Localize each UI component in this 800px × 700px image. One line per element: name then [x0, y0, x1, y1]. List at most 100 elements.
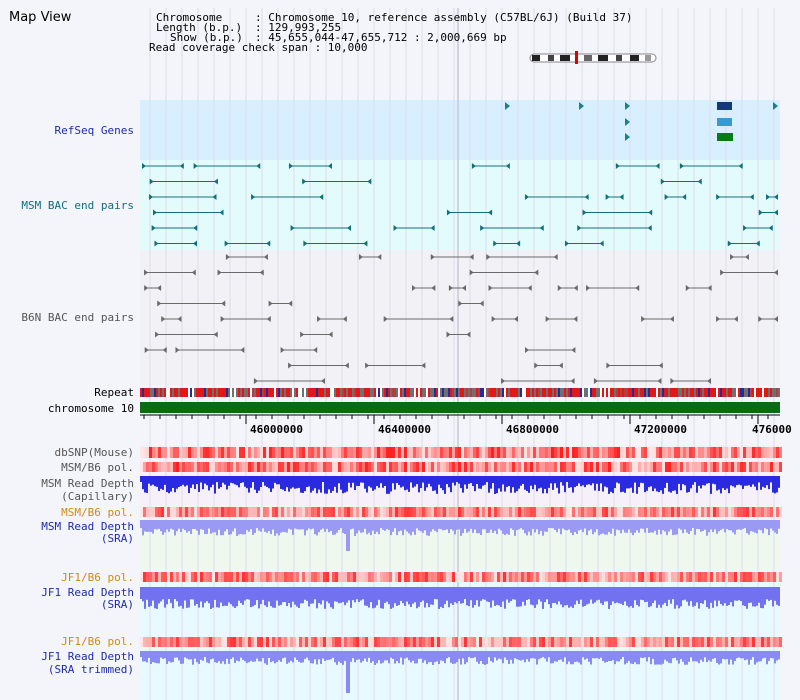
repeat-track[interactable] [140, 388, 780, 397]
repeat-segment [774, 388, 776, 397]
depth-bar [596, 520, 598, 530]
depth-bar [580, 520, 582, 530]
depth-bar [658, 587, 660, 605]
depth-bar [516, 587, 518, 607]
snp-cell [374, 507, 377, 517]
chromosome-label[interactable]: chromosome 10 [47, 402, 134, 415]
bac-end [430, 225, 435, 231]
bac-end [319, 194, 324, 200]
depth-bar [180, 587, 182, 606]
repeat-segment [256, 388, 258, 397]
depth-bar [776, 520, 778, 534]
msm-bac-track[interactable] [142, 163, 778, 247]
depth-bar [550, 520, 552, 529]
depth-bar [722, 520, 724, 529]
snp-cell [692, 572, 695, 582]
depth-bar [764, 587, 766, 605]
repeat-segment [664, 388, 666, 397]
snp-cell [197, 637, 200, 647]
depth-bar [448, 587, 450, 608]
snp-tracks[interactable] [140, 447, 782, 647]
depth-bar [352, 476, 354, 483]
repeat-segment [150, 388, 152, 397]
bac-end [266, 316, 271, 322]
depth-bar [546, 476, 548, 494]
snp-cell [482, 447, 485, 458]
jf1-b6-pol-label[interactable]: JF1/B6 pol. [61, 571, 134, 584]
depth-bar [374, 651, 376, 665]
depth-bar [628, 587, 630, 608]
depth-bar [586, 651, 588, 659]
snp-cell [725, 637, 728, 647]
snp-cell [329, 447, 332, 458]
snp-cell [602, 447, 605, 458]
snp-cell [338, 637, 341, 647]
snp-cell [443, 637, 446, 647]
msm-b6-pol-label[interactable]: MSM/B6 pol. [61, 461, 134, 474]
chromosome-ideogram[interactable] [529, 51, 657, 64]
depth-bar [202, 651, 204, 661]
jf1-b6-pol-label-2[interactable]: JF1/B6 pol. [61, 635, 134, 648]
refseq-genes-track[interactable] [505, 102, 778, 141]
depth-bar [724, 587, 726, 604]
depth-bar [666, 587, 668, 607]
depth-bar [404, 476, 406, 491]
b6n-bac-label[interactable]: B6N BAC end pairs [21, 311, 134, 324]
dbsnp-label[interactable]: dbSNP(Mouse) [54, 446, 134, 459]
repeat-segment [602, 388, 604, 397]
depth-tracks[interactable] [140, 476, 780, 693]
bac-end [505, 163, 510, 169]
depth-bar [706, 651, 708, 663]
depth-bar [144, 651, 146, 662]
snp-cell [374, 447, 377, 458]
snp-cell [404, 572, 407, 582]
snp-cell [761, 462, 764, 472]
depth-bar [286, 476, 288, 488]
depth-bar [760, 476, 762, 490]
msm-depth-sra-label[interactable]: MSM Read Depth [41, 520, 134, 533]
depth-bar [600, 651, 602, 658]
snp-cell [362, 462, 365, 472]
snp-cell [458, 572, 461, 582]
snp-cell [686, 447, 689, 458]
snp-cell [326, 572, 329, 582]
repeat-segment [140, 388, 142, 397]
msm-depth-capillary-label[interactable]: MSM Read Depth [41, 477, 134, 490]
snp-cell [548, 507, 551, 517]
depth-bar [426, 651, 428, 665]
snp-cell [614, 447, 617, 458]
depth-bar [610, 520, 612, 534]
depth-bar [142, 587, 144, 602]
depth-bar [338, 587, 340, 604]
snp-cell [428, 507, 431, 517]
depth-bar [680, 651, 682, 660]
snp-cell [590, 462, 593, 472]
msm-bac-label[interactable]: MSM BAC end pairs [21, 199, 134, 212]
snp-cell [485, 507, 488, 517]
depth-bar [268, 520, 270, 532]
repeat-label[interactable]: Repeat [94, 386, 134, 399]
refseq-genes-label[interactable]: RefSeq Genes [54, 124, 134, 137]
b6n-bac-track[interactable] [144, 254, 778, 384]
snp-cell [365, 637, 368, 647]
jf1-depth-trimmed-label[interactable]: JF1 Read Depth [41, 650, 134, 663]
snp-cell [728, 507, 731, 517]
depth-bar [194, 520, 196, 529]
depth-bar [554, 476, 556, 484]
depth-bar [284, 651, 286, 658]
depth-bar [698, 651, 700, 664]
snp-cell [398, 447, 401, 458]
snp-cell [479, 447, 482, 458]
depth-bar [526, 476, 528, 491]
depth-bar [506, 520, 508, 534]
snp-cell [611, 462, 614, 472]
msm-b6-pol-label-2[interactable]: MSM/B6 pol. [61, 506, 134, 519]
snp-cell [221, 637, 224, 647]
jf1-depth-sra-label[interactable]: JF1 Read Depth [41, 586, 134, 599]
depth-bar [230, 651, 232, 659]
chromosome-bar[interactable] [140, 402, 780, 413]
depth-bar [746, 520, 748, 534]
repeat-segment [570, 388, 572, 397]
snp-cell [716, 507, 719, 517]
